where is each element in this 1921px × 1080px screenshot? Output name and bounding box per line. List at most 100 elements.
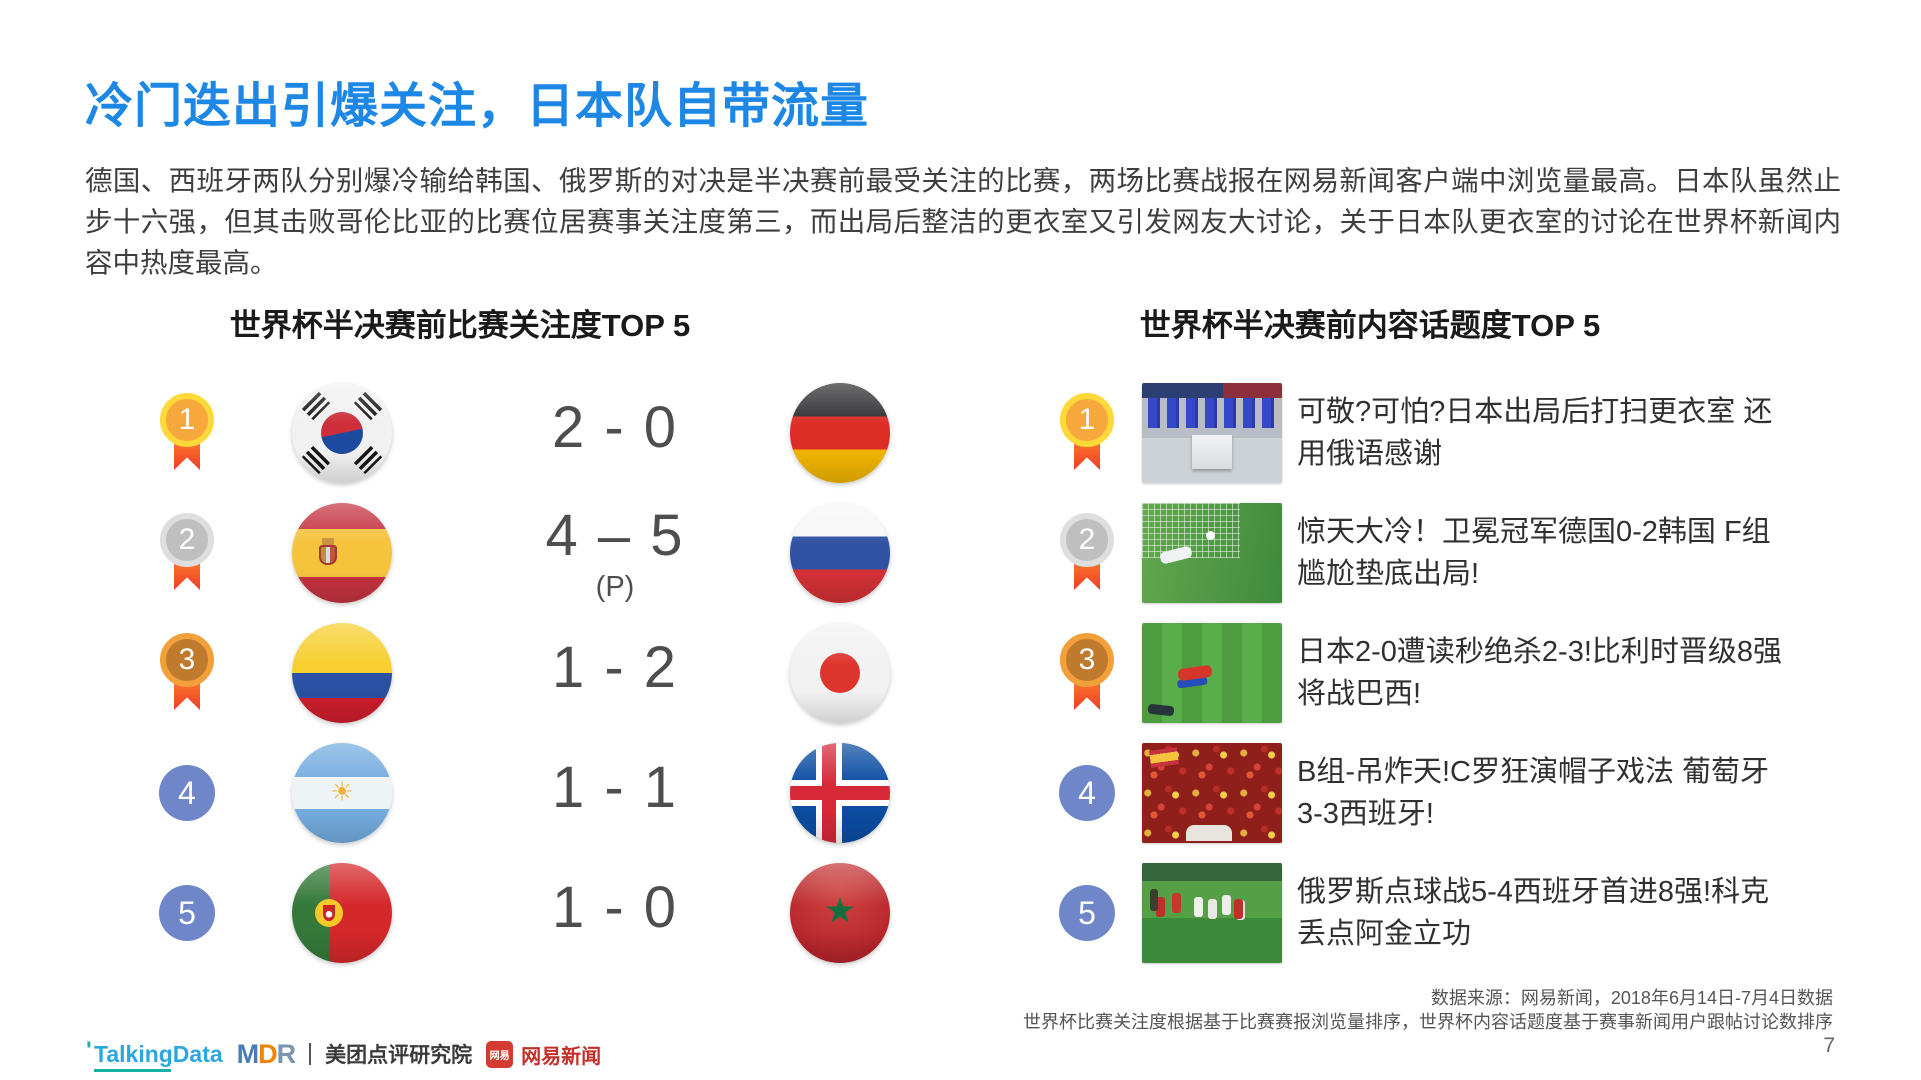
rank-5-badge: 5 [1059,885,1115,941]
cross-bar [790,786,890,800]
rank-cell: 3 [135,613,239,733]
flag-south-korea-icon [292,383,392,483]
score-cell: 1 - 1 [445,733,785,853]
medal-rank-number: 1 [1060,393,1114,447]
flag-germany-icon [790,383,890,483]
thumbnail-cell [1137,613,1287,733]
article-thumbnail-fans-crowd [1142,743,1282,843]
football [1206,531,1215,540]
away-flag-cell [785,613,895,733]
thumbnail-cell [1137,493,1287,613]
medal-rank-number: 2 [160,513,214,567]
thumbnail-cell [1137,853,1287,973]
trigram-icon [353,391,383,421]
headline-cell: 日本2-0遭读秒绝杀2-3!比利时晋级8强将战巴西! [1287,613,1847,733]
away-flag-cell [785,853,895,973]
logo-divider [309,1043,312,1065]
rank-cell: 1 [135,373,239,493]
match-ranking-title: 世界杯半决赛前比赛关注度TOP 5 [229,308,691,343]
brand-logos: TalkingData MDR 美团点评研究院 网易 网易新闻 [86,1037,601,1072]
headline-cell: 惊天大冷！卫冕冠军德国0-2韩国 F组尴尬垫底出局! [1287,493,1847,613]
rank-5-badge: 5 [159,885,215,941]
goalkeeper-figure [1159,545,1193,565]
match-score: 2 - 0 [551,394,679,460]
score-cell: 1 - 0 [445,853,785,973]
home-flag-cell [239,853,445,973]
thumbnail-cell [1137,733,1287,853]
rank-cell: 3 [1037,613,1137,733]
page-title: 冷门迭出引爆关注，日本队自带流量 [85,80,870,133]
data-source-note: 数据来源：网易新闻，2018年6月14日-7月4日数据 世界杯比赛关注度根据基于… [1023,986,1833,1034]
gold-medal-icon: 1 [159,393,215,473]
rank-cell: 2 [1037,493,1137,613]
locker-room-banner [1142,383,1282,398]
match-score: 4 – 5 [545,503,685,568]
hinomaru-icon [820,653,860,693]
rank-cell: 1 [1037,373,1137,493]
fan-figure [1186,825,1232,841]
match-ranking-list: 1 2 - 0 2 [135,373,895,973]
rank-cell: 4 [135,733,239,853]
flag-portugal-icon [292,863,392,963]
article-thumbnail-locker-room [1142,383,1282,483]
summary-paragraph: 德国、西班牙两队分别爆冷输给韩国、俄罗斯的对决是半决赛前最受关注的比赛，两场比赛… [85,165,1841,278]
mdr-letter-m: M [236,1038,259,1069]
thumbnail-cell [1137,373,1287,493]
score-cell: 4 – 5 (P) [445,493,785,613]
match-score: 1 - 1 [551,754,679,820]
bronze-medal-icon: 3 [159,633,215,713]
trigram-icon [301,391,331,421]
medal-rank-number: 3 [160,633,214,687]
trigram-icon [301,445,331,475]
flag-russia-icon [790,503,890,603]
flag-argentina-icon [292,743,392,843]
talkingdata-logo: TalkingData [86,1037,223,1072]
rank-4-badge: 4 [1059,765,1115,821]
rank-cell: 5 [1037,853,1137,973]
medal-rank-number: 1 [160,393,214,447]
away-flag-cell [785,733,895,853]
flag-iceland-icon [790,743,890,843]
medal-rank-number: 2 [1060,513,1114,567]
talkingdata-wordmark: TalkingData [94,1040,223,1067]
article-headline: 惊天大冷！卫冕冠军德国0-2韩国 F组尴尬垫底出局! [1297,516,1771,590]
home-flag-cell [239,613,445,733]
flag-morocco-icon [790,863,890,963]
spain-crest-icon [319,538,337,566]
flag-spain-icon [292,503,392,603]
article-thumbnail-penalty-celebration [1142,863,1282,963]
article-headline: 日本2-0遭读秒绝杀2-3!比利时晋级8强将战巴西! [1297,636,1783,710]
cross-bar [822,743,836,843]
topic-ranking-title: 世界杯半决赛前内容话题度TOP 5 [1139,308,1601,343]
article-headline: 俄罗斯点球战5-4西班牙首进8强!科克丢点阿金立功 [1297,876,1770,950]
article-thumbnail-goal-scene [1142,503,1282,603]
mdr-letter-r: R [276,1038,296,1069]
article-headline: B组-吊炸天!C罗狂演帽子戏法 葡萄牙3-3西班牙! [1297,756,1770,830]
data-source-line2: 世界杯比赛关注度根据基于比赛赛报浏览量排序，世界杯内容话题度基于赛事新闻用户跟帖… [1023,1012,1833,1032]
white-kit-players [1194,897,1203,917]
rank-4-badge: 4 [159,765,215,821]
away-flag-cell [785,493,895,613]
talkingdata-underline [94,1068,171,1072]
sun-of-may-icon [330,776,353,807]
rank-cell: 5 [135,853,239,973]
away-flag-cell [785,373,895,493]
home-flag-cell [239,493,445,613]
home-flag-cell [239,373,445,493]
article-thumbnail-pitch-scene [1142,623,1282,723]
data-source-line1: 数据来源：网易新闻，2018年6月14日-7月4日数据 [1430,988,1833,1008]
rank-cell: 2 [135,493,239,613]
referee-figure [1150,889,1158,911]
match-score: 1 - 0 [551,874,679,940]
flag-colombia-icon [292,623,392,723]
meituan-dianping-institute-logo: 美团点评研究院 [325,1044,473,1067]
locker-room-table [1192,435,1232,469]
medal-rank-number: 3 [1060,633,1114,687]
silver-medal-icon: 2 [1059,513,1115,593]
red-kit-players [1172,893,1181,913]
stadium-stand [1142,863,1282,881]
headline-cell: 可敬?可怕?日本出局后打扫更衣室 还用俄语感谢 [1287,373,1847,493]
gold-medal-icon: 1 [1059,393,1115,473]
trigram-icon [353,445,383,475]
